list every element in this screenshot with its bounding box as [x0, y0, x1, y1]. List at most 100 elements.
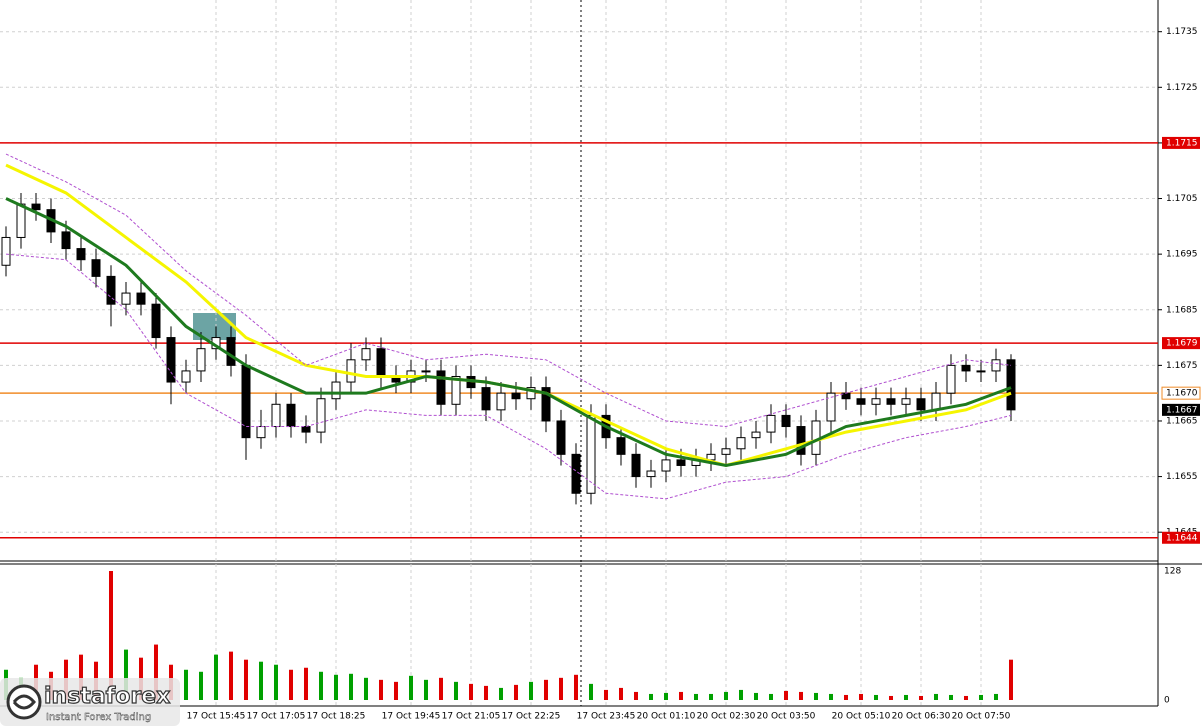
candle-body — [91, 259, 101, 277]
candle-body — [736, 437, 746, 450]
candle-body — [1, 236, 11, 266]
volume-bar — [409, 675, 413, 700]
volume-bar — [874, 694, 878, 700]
candle-body — [901, 398, 911, 405]
logo-icon — [12, 694, 36, 710]
volume-bar — [589, 683, 593, 700]
candle-body — [361, 348, 371, 361]
level-label: 1.1679 — [1166, 339, 1198, 349]
candle-body — [751, 431, 761, 439]
x-tick-label: 20 Oct 03:50 — [757, 712, 816, 722]
candle-body — [166, 337, 176, 383]
y-tick-label: 1.1655 — [1166, 472, 1198, 482]
volume-bar — [79, 654, 83, 700]
candle-body — [556, 420, 566, 455]
volume-bar — [529, 681, 533, 700]
candle-body — [886, 398, 896, 405]
band-line — [5, 253, 1012, 500]
candle-body — [631, 453, 641, 478]
candle-body — [646, 470, 656, 478]
candle-body — [826, 392, 836, 422]
volume-bar — [904, 694, 908, 700]
volume-bar — [679, 691, 683, 700]
volume-bar — [979, 694, 983, 700]
volume-bar — [574, 674, 578, 700]
volume-bar — [244, 659, 248, 700]
logo-name: instaforex — [44, 684, 170, 709]
candle-body — [271, 403, 281, 428]
x-tick-label: 17 Oct 21:05 — [442, 712, 501, 722]
volume-bar — [694, 693, 698, 700]
candle-body — [376, 348, 386, 377]
volume-bar — [559, 677, 563, 700]
candle-body — [571, 453, 581, 494]
volume-bar — [124, 649, 128, 700]
volume-bar — [214, 654, 218, 700]
band-line — [5, 153, 1012, 428]
candle-body — [676, 459, 686, 466]
candle-body — [976, 370, 986, 373]
candle-body — [961, 364, 971, 372]
y-tick-label: 1.1665 — [1166, 416, 1198, 426]
volume-tick-label: 128 — [1164, 567, 1181, 577]
candle-body — [796, 426, 806, 455]
x-tick-label: 20 Oct 07:50 — [952, 712, 1011, 722]
x-tick-label: 17 Oct 19:45 — [382, 712, 441, 722]
y-tick-label: 1.1695 — [1166, 250, 1198, 260]
volume-bar — [424, 679, 428, 700]
candle-body — [781, 414, 791, 428]
candle-body — [151, 303, 161, 339]
candle-body — [616, 437, 626, 455]
candle-body — [256, 426, 266, 439]
volume-bar — [724, 691, 728, 700]
volume-bar — [259, 661, 263, 700]
volume-bar — [949, 694, 953, 700]
candle-body — [496, 392, 506, 411]
volume-bar — [889, 695, 893, 700]
volume-bar — [844, 694, 848, 700]
logo-icon — [6, 684, 42, 720]
y-tick-label: 1.1685 — [1166, 305, 1198, 315]
moving-average — [5, 197, 1012, 467]
x-tick-label: 17 Oct 22:25 — [502, 712, 561, 722]
candle-body — [421, 370, 431, 373]
candle-body — [511, 392, 521, 400]
candle-body — [346, 359, 356, 383]
volume-bar — [274, 664, 278, 700]
volume-bar — [304, 667, 308, 700]
y-tick-label: 1.1705 — [1166, 194, 1198, 204]
volume-tick-label: 0 — [1164, 696, 1170, 706]
level-label: 1.1644 — [1166, 533, 1198, 543]
volume-bar — [484, 685, 488, 700]
candle-body — [451, 375, 461, 405]
y-tick-label: 1.1725 — [1166, 83, 1198, 93]
candle-body — [721, 448, 731, 455]
volume-bar — [154, 644, 158, 700]
x-tick-label: 20 Oct 02:30 — [697, 712, 756, 722]
volume-bar — [544, 679, 548, 700]
volume-bar — [799, 691, 803, 700]
volume-bar — [934, 693, 938, 700]
volume-bar — [664, 692, 668, 700]
candle-body — [181, 370, 191, 383]
candle-body — [16, 203, 26, 238]
candle-body — [991, 359, 1001, 372]
candle-body — [1006, 359, 1016, 411]
x-tick-label: 17 Oct 17:05 — [247, 712, 306, 722]
candle-body — [316, 398, 326, 433]
x-tick-label: 17 Oct 23:45 — [577, 712, 636, 722]
volume-bar — [199, 671, 203, 700]
level-label-box — [1162, 531, 1200, 544]
volume-bar — [229, 651, 233, 700]
volume-bar — [394, 681, 398, 700]
candle-body — [31, 203, 41, 211]
volume-bar — [814, 692, 818, 700]
candle-body — [136, 292, 146, 305]
volume-bar — [454, 681, 458, 700]
level-label: 1.1715 — [1166, 138, 1198, 148]
y-tick-label: 1.1675 — [1166, 361, 1198, 371]
candle-body — [481, 387, 491, 411]
